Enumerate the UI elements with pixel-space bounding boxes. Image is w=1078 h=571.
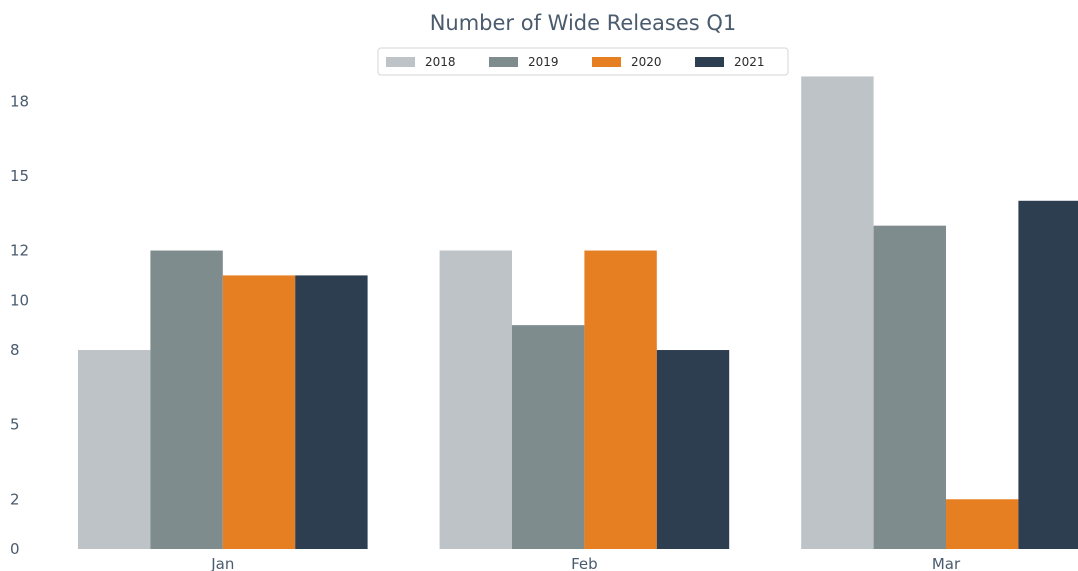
y-tick-label: 2 (10, 490, 20, 508)
y-tick-label: 12 (10, 242, 29, 260)
bars-group (78, 76, 1078, 550)
x-tick-label: Mar (932, 555, 961, 571)
x-tick-label: Feb (571, 555, 598, 571)
bar-jan-2021 (295, 275, 368, 549)
legend-label: 2019 (528, 55, 559, 69)
legend-label: 2021 (734, 55, 765, 69)
legend-swatch-2020 (592, 57, 621, 67)
legend-box (377, 47, 789, 76)
legend: 2018 2019 2020 2021 (377, 47, 789, 76)
y-tick-label: 18 (10, 92, 29, 110)
bar-mar-2019 (873, 225, 946, 550)
y-tick-label: 5 (10, 416, 20, 434)
x-tick-label: Jan (210, 555, 234, 571)
legend-swatch-2018 (386, 57, 415, 67)
bar-feb-2020 (584, 250, 657, 550)
y-tick-label: 0 (10, 540, 20, 558)
y-tick-label: 15 (10, 167, 29, 185)
bar-jan-2020 (222, 275, 296, 549)
y-tick-label: 8 (10, 341, 20, 359)
bar-mar-2020 (946, 499, 1019, 549)
bar-feb-2018 (439, 250, 512, 550)
y-tick-label: 10 (10, 291, 29, 309)
bar-jan-2018 (78, 350, 151, 549)
legend-label: 2020 (631, 55, 662, 69)
x-axis-ticks: Jan Feb Mar (210, 555, 961, 571)
legend-label: 2018 (425, 55, 456, 69)
bar-feb-2019 (512, 325, 585, 549)
y-axis-ticks: 0 2 5 8 10 12 15 18 (10, 92, 29, 558)
bar-jan-2019 (150, 250, 223, 550)
bar-mar-2021 (1018, 200, 1078, 550)
bar-feb-2021 (656, 350, 730, 549)
legend-swatch-2021 (695, 57, 724, 67)
bar-mar-2018 (801, 76, 874, 549)
chart-title: Number of Wide Releases Q1 (430, 11, 737, 35)
legend-swatch-2019 (489, 57, 518, 67)
